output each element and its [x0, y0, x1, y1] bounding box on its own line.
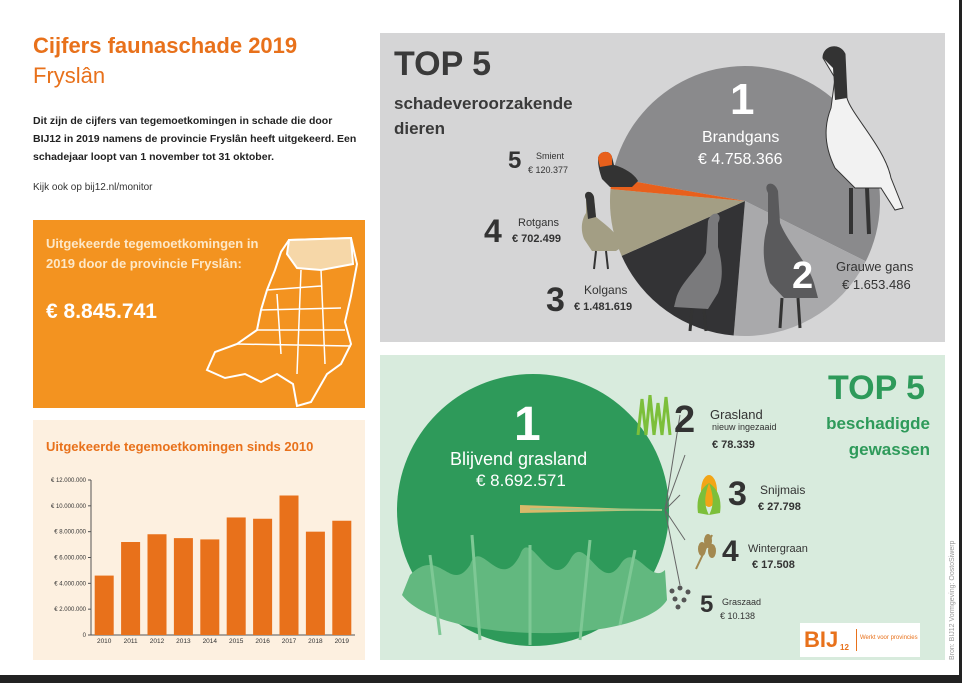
bar-2017: [279, 495, 299, 635]
x-tick-label: 2012: [150, 638, 165, 645]
crop-rank-4: 4: [722, 535, 739, 568]
animal-value-4: € 702.499: [512, 233, 561, 245]
animal-name-5: Smient: [536, 151, 565, 161]
intro-text: Dit zijn de cijfers van tegemoetkomingen…: [33, 115, 357, 163]
brandgans-icon: [822, 46, 904, 235]
pie-slice-smient: [610, 177, 745, 201]
animal-value-2: € 1.653.486: [842, 277, 911, 292]
crop-name-3: Snijmais: [760, 483, 806, 497]
corn-icon: [697, 475, 721, 515]
grauwe-gans-icon: [763, 183, 818, 329]
crop-value-2: € 78.339: [712, 439, 755, 451]
crop-rank-3: 3: [728, 475, 747, 513]
logo-divider: [856, 629, 857, 651]
animal-value-3: € 1.481.619: [574, 301, 633, 313]
x-tick-label: 2011: [124, 638, 138, 645]
bar-2011: [121, 542, 141, 635]
y-tick-label: € 4.000.000: [54, 581, 86, 587]
animal-value-5: € 120.377: [528, 165, 569, 175]
netherlands-map-icon: [205, 236, 359, 408]
animal-rank-5: 5: [508, 147, 522, 174]
animals-subtitle-1: schadeveroorzakende: [394, 94, 573, 113]
y-tick-label: € 2.000.000: [54, 607, 86, 613]
credit-text: Bron: BIJ12 Vormgeving: OostoSiwerp: [949, 540, 956, 660]
x-tick-label: 2013: [176, 638, 191, 645]
animal-name-3: Kolgans: [584, 283, 628, 297]
pie-slice-brandgans: [612, 65, 881, 262]
crop-name-1: Blijvend grasland: [450, 449, 588, 469]
wheat-icon: [695, 534, 716, 570]
x-tick-label: 2016: [255, 638, 270, 645]
payout-box: Uitgekeerde tegemoetkomingen in 2019 doo…: [33, 220, 365, 408]
bar-2015: [226, 517, 246, 635]
monitor-link[interactable]: Kijk ook op bij12.nl/monitor: [33, 182, 153, 193]
page-border: [0, 0, 962, 683]
grass-icon: [636, 395, 672, 436]
x-tick-label: 2018: [308, 638, 323, 645]
bar-2013: [173, 538, 193, 635]
crop-rank-2: 2: [674, 399, 696, 441]
pie-slice-rotgans: [610, 189, 745, 256]
crop-note-2: nieuw ingezaaid: [712, 422, 777, 432]
logo-text: BIJ: [804, 627, 839, 652]
animal-rank-3: 3: [546, 281, 565, 319]
crop-value-5: € 10.138: [720, 611, 756, 621]
y-tick-label: € 6.000.000: [54, 556, 86, 562]
bar-2014: [200, 539, 220, 635]
crops-subtitle-1: beschadigde: [826, 414, 930, 433]
animals-top-title: TOP 5: [394, 45, 492, 83]
seeds-icon: [669, 585, 691, 610]
crop-value-4: € 17.508: [752, 559, 795, 571]
crops-top-title: TOP 5: [828, 369, 926, 407]
y-tick-label: € 8.000.000: [54, 530, 86, 536]
logo-tagline: Werkt voor provincies: [860, 635, 918, 641]
chart-box: Uitgekeerde tegemoetkomingen sinds 2010 …: [33, 420, 365, 660]
crop-rank-5: 5: [700, 591, 714, 618]
animals-panel: TOP 5 schadeveroorzakende dieren 1 Brand…: [380, 33, 945, 342]
x-tick-label: 2014: [203, 638, 218, 645]
payout-label: Uitgekeerde tegemoetkomingen in 2019 doo…: [46, 236, 259, 271]
animals-subtitle-2: dieren: [394, 119, 446, 138]
crop-name-4: Wintergraan: [748, 543, 808, 555]
crop-name-2: Grasland: [710, 407, 763, 422]
crop-value-3: € 27.798: [758, 501, 801, 513]
x-tick-label: 2010: [97, 638, 112, 645]
y-tick-label: 0: [83, 633, 87, 639]
x-tick-label: 2019: [335, 638, 350, 645]
kolgans-icon: [674, 213, 722, 332]
y-tick-label: € 10.000.000: [51, 504, 87, 510]
x-tick-label: 2017: [282, 638, 297, 645]
bar-2019: [332, 520, 352, 635]
crop-value-1: € 8.692.571: [476, 471, 566, 490]
animal-rank-4: 4: [484, 213, 502, 249]
animal-name-4: Rotgans: [518, 217, 559, 229]
chart-title: Uitgekeerde tegemoetkomingen sinds 2010: [46, 439, 314, 454]
crops-panel: TOP 5 beschadigde gewassen 1 Blijvend gr…: [380, 355, 945, 660]
bij12-logo: BIJ 12 Werkt voor provincies: [800, 623, 920, 657]
logo-sub: 12: [840, 643, 849, 652]
bar-2018: [305, 531, 325, 635]
animal-value-1: € 4.758.366: [698, 151, 783, 168]
crop-rank-1: 1: [514, 398, 541, 451]
y-tick-label: € 12.000.000: [51, 478, 87, 484]
animal-name-2: Grauwe gans: [836, 259, 914, 274]
rotgans-icon: [581, 191, 622, 270]
animal-name-1: Brandgans: [702, 129, 780, 146]
crops-graphic: [397, 374, 686, 646]
bar-2010: [94, 575, 114, 635]
page-subtitle: Fryslân: [33, 63, 106, 88]
page-title: Cijfers faunaschade 2019: [33, 33, 298, 58]
bar-chart: 0 € 2.000.000 € 4.000.000 € 6.000.000 € 8.00…: [51, 478, 355, 645]
animal-rank-1: 1: [730, 75, 755, 124]
bar-2012: [147, 534, 167, 635]
smient-icon: [598, 151, 638, 187]
crops-subtitle-2: gewassen: [848, 440, 930, 459]
bar-2016: [253, 518, 273, 635]
payout-value: € 8.845.741: [46, 300, 157, 323]
x-tick-label: 2015: [229, 638, 244, 645]
animal-rank-2: 2: [792, 255, 814, 297]
crop-name-5: Graszaad: [722, 597, 762, 607]
